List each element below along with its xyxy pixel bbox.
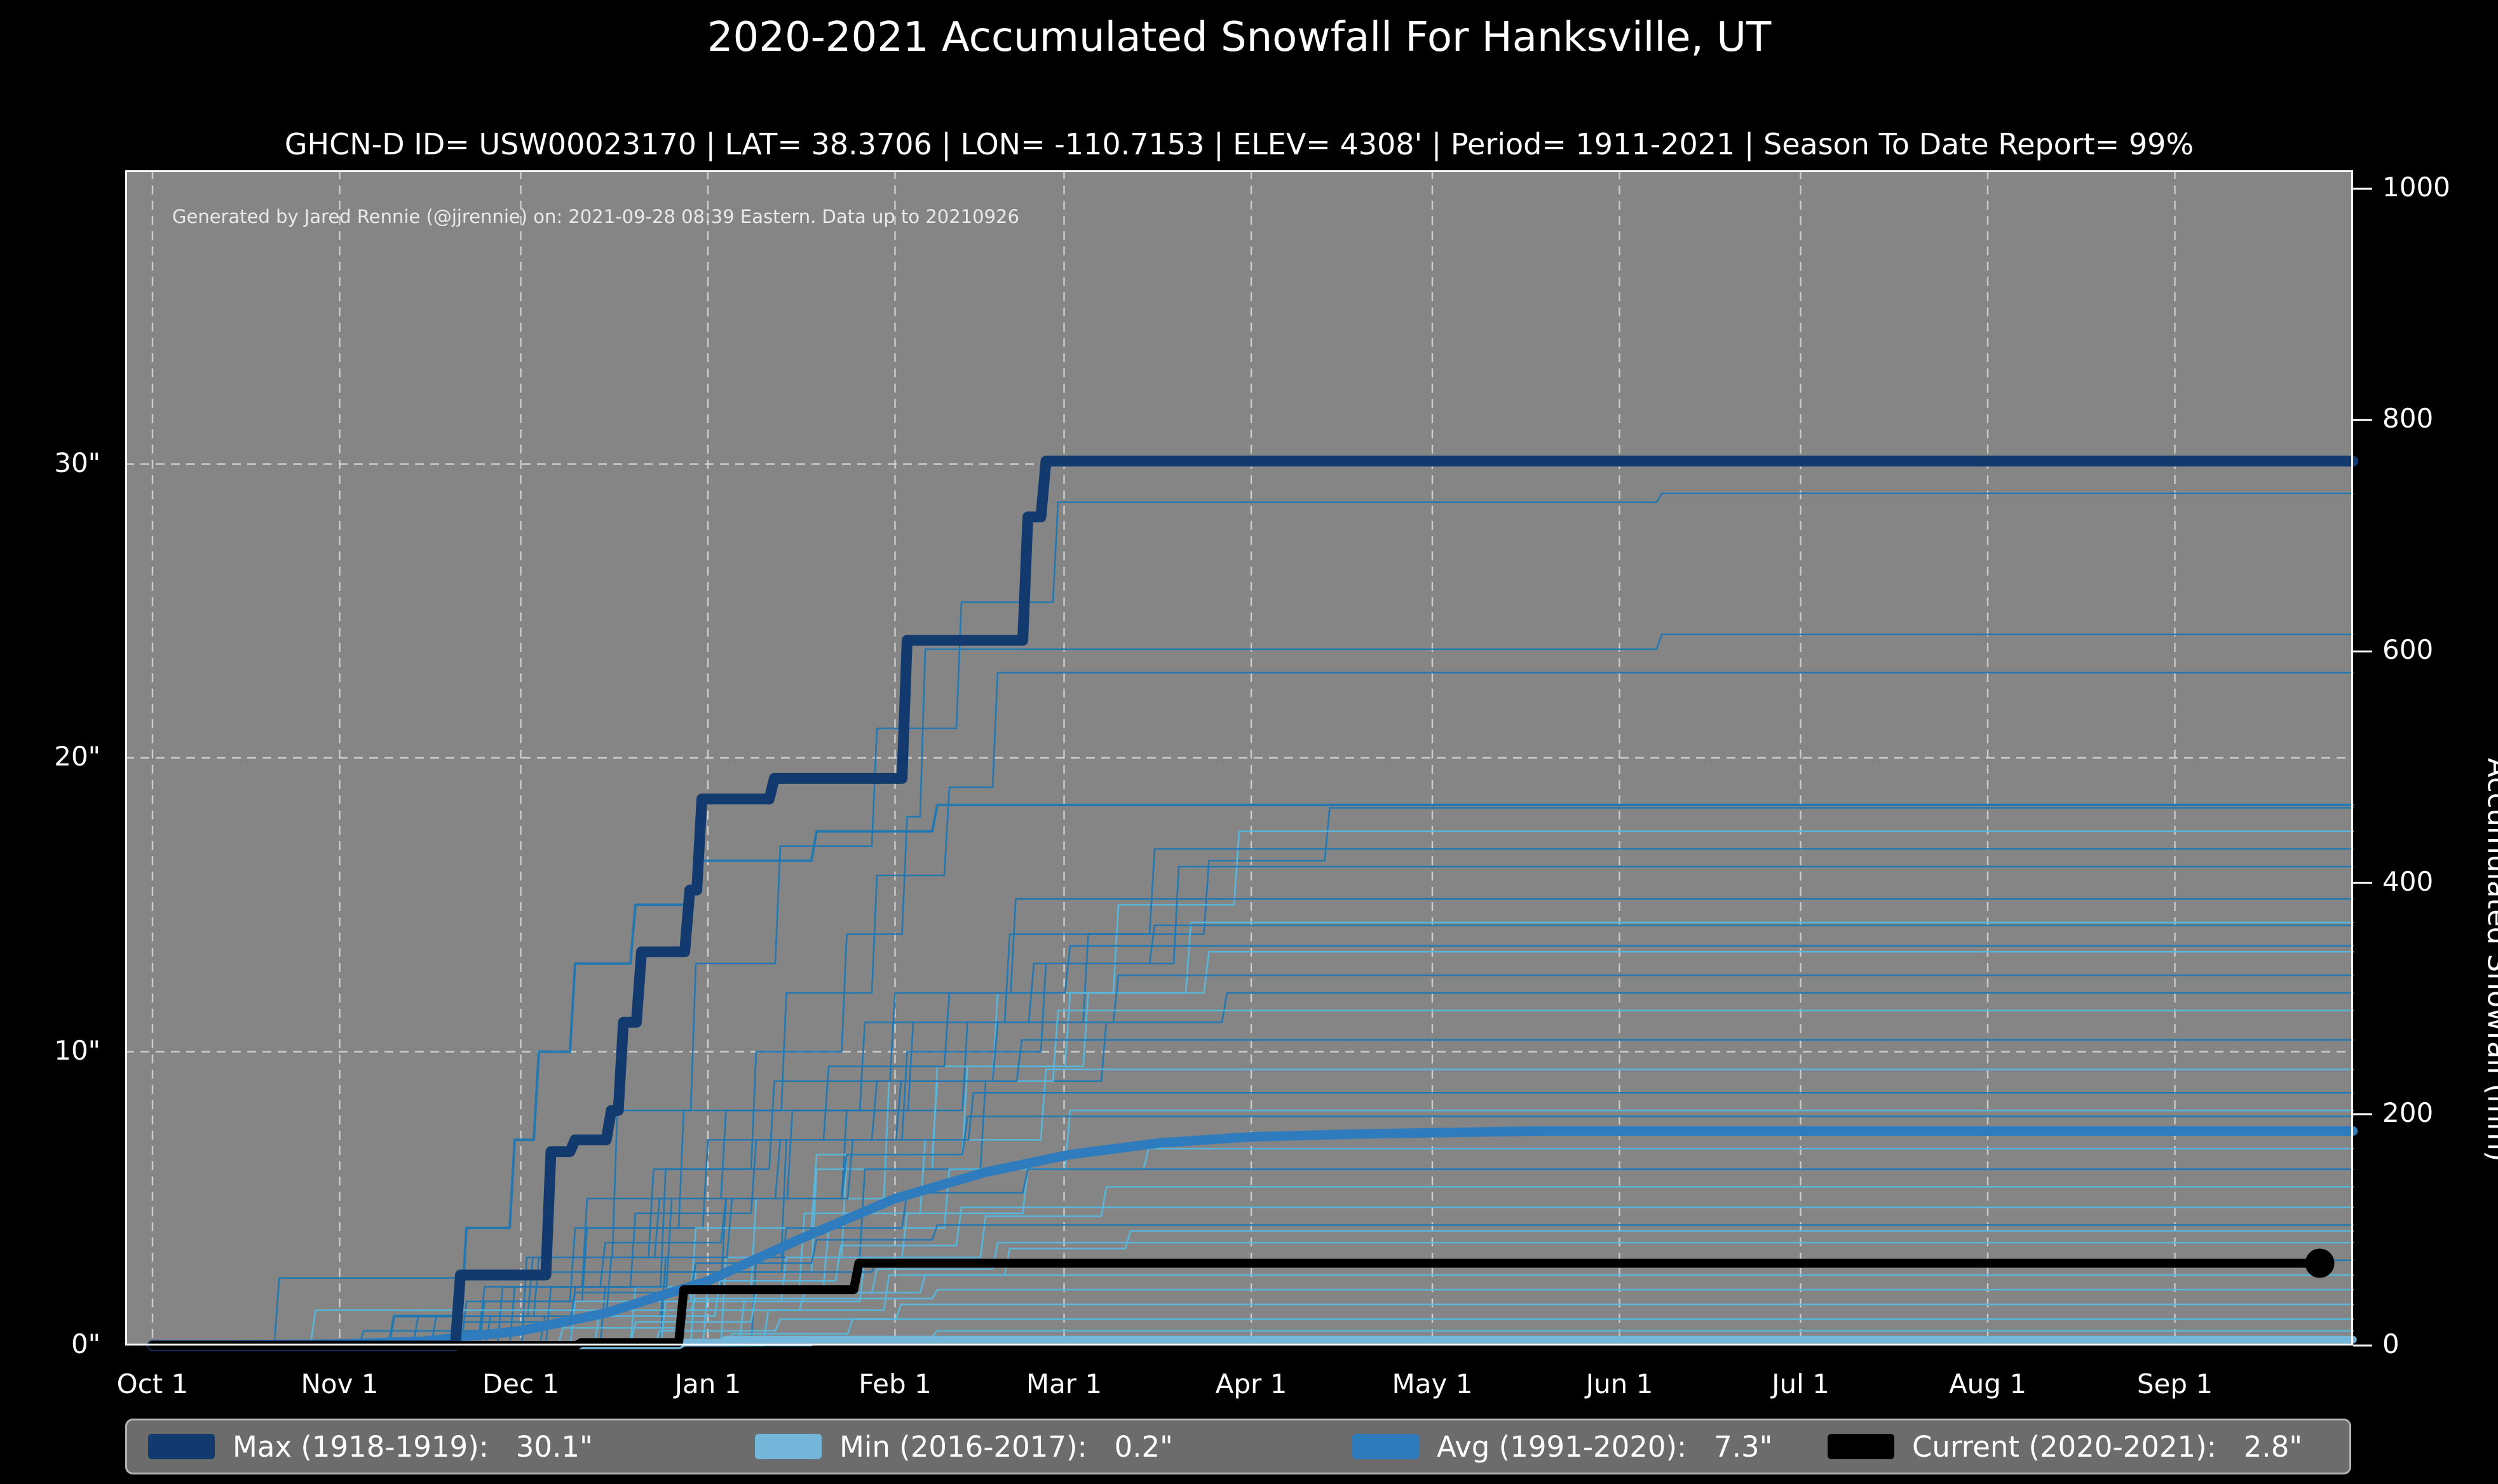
legend-item-min: Min (2016-2017): 0.2" (755, 1420, 1173, 1473)
x-tick-aug1: Aug 1 (1948, 1368, 2027, 1400)
historical-season-line-0 (151, 492, 2354, 1347)
legend-label-min: Min (2016-2017): 0.2" (839, 1429, 1173, 1464)
x-tick-sep1: Sep 1 (2136, 1368, 2213, 1400)
plot-border (125, 170, 2353, 1346)
x-tick-feb1: Feb 1 (859, 1368, 932, 1400)
historical-season-line-16 (151, 1039, 2354, 1347)
legend-label-current: Current (2020-2021): 2.8" (1912, 1429, 2303, 1464)
legend-label-avg: Avg (1991-2020): 7.3" (1437, 1429, 1773, 1464)
y-left-tick-20: 20" (54, 741, 100, 772)
x-tick-nov1: Nov 1 (301, 1368, 379, 1400)
x-tick-dec1: Dec 1 (482, 1368, 560, 1400)
current-season-end-marker (2305, 1248, 2335, 1278)
historical-season-line-11 (151, 945, 2354, 1347)
legend-item-current: Current (2020-2021): 2.8" (1828, 1420, 2302, 1473)
x-tick-apr1: Apr 1 (1215, 1368, 1287, 1400)
historical-season-line-29 (151, 1274, 2354, 1347)
legend-item-max: Max (1918-1919): 30.1" (148, 1420, 593, 1473)
x-tick-mar1: Mar 1 (1026, 1368, 1103, 1400)
legend-item-avg: Avg (1991-2020): 7.3" (1352, 1420, 1772, 1473)
y-left-tick-10: 10" (54, 1034, 100, 1066)
historical-season-line-1 (151, 633, 2354, 1347)
historical-season-line-26 (151, 1230, 2354, 1347)
y-left-tick-30: 30" (54, 447, 100, 478)
station-metadata-subtitle: GHCN-D ID= USW00023170 | LAT= 38.3706 | … (284, 127, 2194, 161)
historical-season-line-2 (151, 671, 2354, 1347)
x-tick-jul1: Jul 1 (1772, 1368, 1829, 1400)
legend-label-max: Max (1918-1919): 30.1" (233, 1429, 593, 1464)
y-right-tick-1000: 1000 (2382, 172, 2450, 203)
y-right-tick-800: 800 (2382, 403, 2434, 435)
y-right-tick-0: 0 (2382, 1328, 2400, 1359)
y-right-tick-200: 200 (2382, 1096, 2434, 1128)
historical-season-line-18 (151, 1091, 2354, 1347)
legend: Max (1918-1919): 30.1" Min (2016-2017): … (125, 1419, 2351, 1474)
accumulated-snowfall-chart (125, 170, 2372, 1351)
max-series-swatch (148, 1434, 215, 1459)
x-tick-oct1: Oct 1 (116, 1368, 189, 1400)
page-title: 2020-2021 Accumulated Snowfall For Hanks… (707, 14, 1772, 61)
min-series-swatch (755, 1434, 822, 1459)
current-series-swatch (1828, 1434, 1894, 1459)
x-tick-may1: May 1 (1392, 1368, 1473, 1400)
y-right-tick-600: 600 (2382, 634, 2434, 666)
x-tick-jun1: Jun 1 (1585, 1368, 1653, 1400)
avg-series-swatch (1352, 1434, 1419, 1459)
avg-season-line (147, 1126, 2358, 1351)
x-tick-jan1: Jan 1 (674, 1368, 742, 1400)
historical-season-line-24 (151, 1206, 2354, 1347)
historical-season-line-23 (151, 1185, 2354, 1347)
max-season-line (147, 455, 2359, 1351)
historical-season-line-21 (151, 1147, 2354, 1347)
y-right-tick-400: 400 (2382, 865, 2434, 897)
historical-season-line-20 (151, 1115, 2354, 1347)
historical-season-line-5 (151, 830, 2354, 1347)
y-left-tick-0: 0" (71, 1328, 100, 1359)
watermark-text: Generated by Jared Rennie (@jjrennie) on… (172, 206, 1019, 227)
plot-area: Generated by Jared Rennie (@jjrennie) on… (125, 170, 2372, 1351)
historical-season-line-15 (151, 1009, 2354, 1347)
